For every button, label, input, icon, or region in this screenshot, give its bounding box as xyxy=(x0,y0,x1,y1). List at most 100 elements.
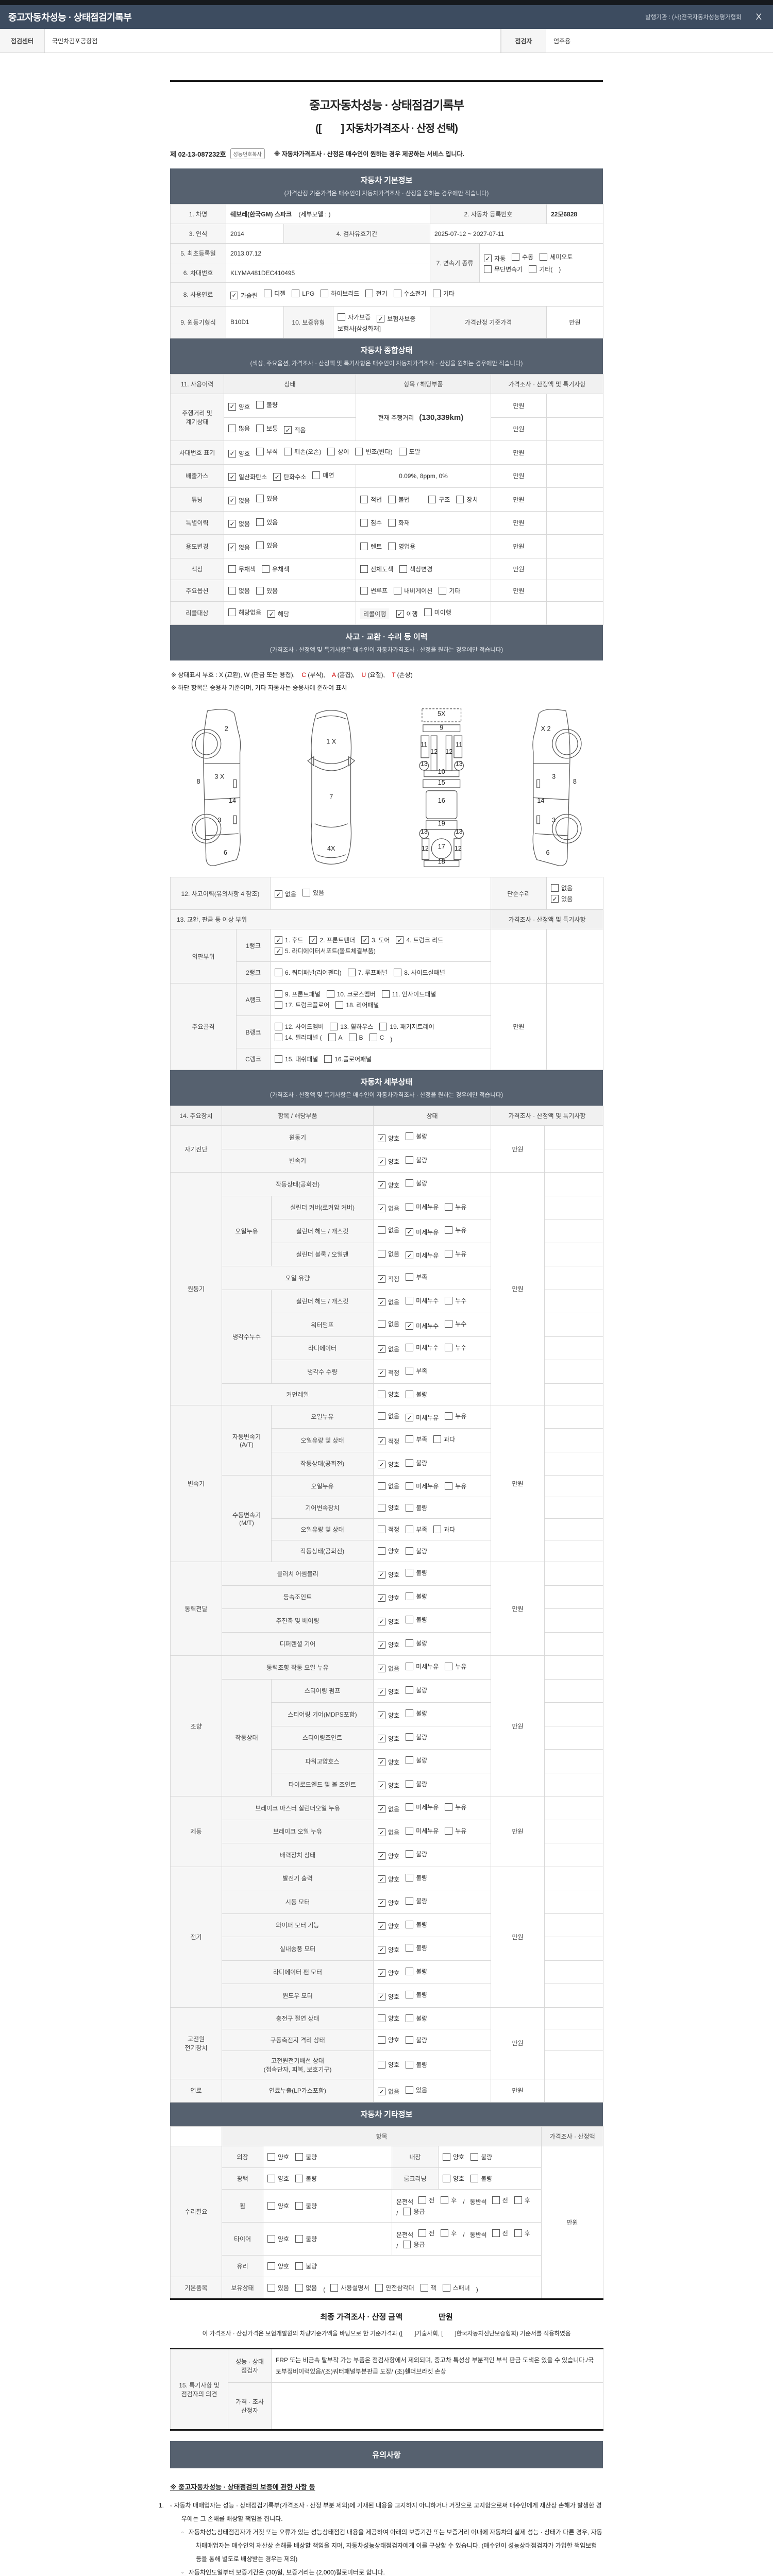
checkbox-option[interactable]: 양호 xyxy=(378,1134,399,1143)
unchecked-checkbox-icon[interactable] xyxy=(295,2175,304,2182)
checkbox-option[interactable]: 적정 xyxy=(378,1525,399,1534)
checkbox-option[interactable]: A xyxy=(328,1033,343,1041)
checked-checkbox-icon[interactable] xyxy=(228,473,236,481)
checkbox-option[interactable]: B xyxy=(348,1033,363,1041)
unchecked-checkbox-icon[interactable] xyxy=(433,1526,442,1533)
checkbox-option[interactable]: 양호 xyxy=(378,1852,399,1860)
checkbox-option[interactable]: 양호 xyxy=(443,2153,464,2161)
unchecked-checkbox-icon[interactable] xyxy=(378,1412,385,1420)
unchecked-checkbox-icon[interactable] xyxy=(445,1482,453,1490)
checkbox-option[interactable]: 없음 xyxy=(378,1805,399,1814)
checkbox-option[interactable]: 후 xyxy=(514,2229,530,2238)
year-value[interactable]: 2014 xyxy=(226,224,284,244)
checkbox-option[interactable]: 15. 대쉬패널 xyxy=(275,1055,318,1063)
checkbox-option[interactable]: 없음 xyxy=(378,1828,399,1837)
checkbox-option[interactable]: 후 xyxy=(441,2229,457,2238)
checkbox-option[interactable]: 불량 xyxy=(406,1686,427,1694)
checkbox-option[interactable]: 미세누수 xyxy=(406,1343,439,1352)
checkbox-option[interactable]: 불량 xyxy=(406,1709,427,1718)
unchecked-checkbox-icon[interactable] xyxy=(378,1249,385,1258)
checkbox-option[interactable]: 4. 트렁크 리드 xyxy=(396,936,443,944)
checked-checkbox-icon[interactable] xyxy=(378,1134,385,1142)
checkbox-option[interactable]: 불량 xyxy=(470,2153,492,2161)
checkbox-option[interactable]: 양호 xyxy=(378,1390,399,1399)
checkbox-option[interactable]: 구조 xyxy=(428,495,450,504)
checkbox-option[interactable]: 양호 xyxy=(267,2201,289,2210)
unchecked-checkbox-icon[interactable] xyxy=(295,2284,304,2292)
checked-checkbox-icon[interactable] xyxy=(406,1414,414,1421)
checkbox-option[interactable]: 양호 xyxy=(378,1734,399,1743)
checkbox-option[interactable]: 불량 xyxy=(406,1990,427,1999)
remarks-cell[interactable] xyxy=(544,1702,604,1726)
checkbox-option[interactable]: 11. 인사이드패널 xyxy=(381,990,436,998)
checkbox-option[interactable]: 불량 xyxy=(406,1943,427,1952)
inspection-period-value[interactable]: 2025-07-12 ~ 2027-07-11 xyxy=(430,224,603,244)
remarks-cell[interactable] xyxy=(544,1313,604,1337)
unchecked-checkbox-icon[interactable] xyxy=(378,2061,385,2069)
checkbox-option[interactable]: 누유 xyxy=(445,1803,466,1811)
checkbox-option[interactable]: 자가보증 xyxy=(338,313,371,321)
checkbox-option[interactable]: 있음 xyxy=(303,888,324,897)
unchecked-checkbox-icon[interactable] xyxy=(275,969,283,976)
checkbox-option[interactable]: 적정 xyxy=(378,1437,399,1446)
checked-checkbox-icon[interactable] xyxy=(275,947,283,955)
unchecked-checkbox-icon[interactable] xyxy=(406,1504,414,1512)
unchecked-checkbox-icon[interactable] xyxy=(348,1033,357,1041)
checkbox-option[interactable]: 무채색 xyxy=(228,565,256,573)
checkbox-option[interactable]: 불량 xyxy=(406,1873,427,1882)
checkbox-option[interactable]: 침수 xyxy=(360,518,382,527)
remarks-cell[interactable] xyxy=(544,1266,604,1290)
checkbox-option[interactable]: 사용설명서 xyxy=(330,2283,369,2292)
unchecked-checkbox-icon[interactable] xyxy=(360,565,368,573)
remarks-cell[interactable] xyxy=(544,1819,604,1843)
unchecked-checkbox-icon[interactable] xyxy=(365,290,374,297)
checkbox-option[interactable]: 잭 xyxy=(420,2283,436,2292)
checked-checkbox-icon[interactable] xyxy=(284,426,292,434)
checkbox-option[interactable]: 없음 xyxy=(378,1345,399,1353)
checkbox-option[interactable]: 화재 xyxy=(388,518,410,527)
remarks-cell[interactable] xyxy=(544,1960,604,1984)
unchecked-checkbox-icon[interactable] xyxy=(264,290,272,297)
unchecked-checkbox-icon[interactable] xyxy=(445,1663,453,1670)
checked-checkbox-icon[interactable] xyxy=(378,1711,385,1719)
remarks-cell[interactable] xyxy=(544,1242,604,1266)
unchecked-checkbox-icon[interactable] xyxy=(381,990,390,998)
checkbox-option[interactable]: 자동 xyxy=(484,254,506,263)
checkbox-option[interactable]: 19. 패키지트레이 xyxy=(379,1022,434,1031)
remarks-cell[interactable] xyxy=(544,1195,604,1219)
checkbox-option[interactable]: 보험사보증 xyxy=(377,314,415,323)
unchecked-checkbox-icon[interactable] xyxy=(388,519,396,527)
unchecked-checkbox-icon[interactable] xyxy=(406,1132,414,1140)
checkbox-option[interactable]: 무단변속기 xyxy=(484,265,523,274)
remarks-cell[interactable] xyxy=(544,1540,604,1562)
remarks-cell[interactable] xyxy=(544,1984,604,2008)
unchecked-checkbox-icon[interactable] xyxy=(403,2241,411,2248)
car-name-value[interactable]: 쉐보레(한국GM) 스파크 (세부모델 : ) xyxy=(226,204,430,224)
checkbox-option[interactable]: 불량 xyxy=(406,1896,427,1905)
checkbox-option[interactable]: 양호 xyxy=(378,2060,399,2069)
unchecked-checkbox-icon[interactable] xyxy=(256,586,264,595)
checkbox-option[interactable]: 9. 프론트패널 xyxy=(275,990,321,998)
unchecked-checkbox-icon[interactable] xyxy=(284,448,292,455)
unchecked-checkbox-icon[interactable] xyxy=(335,1001,344,1009)
checked-checkbox-icon[interactable] xyxy=(396,936,404,944)
checked-checkbox-icon[interactable] xyxy=(406,1228,414,1236)
unchecked-checkbox-icon[interactable] xyxy=(512,252,520,261)
unchecked-checkbox-icon[interactable] xyxy=(295,2235,304,2243)
base-price-won[interactable]: 만원 xyxy=(546,306,603,338)
remarks-cell[interactable] xyxy=(544,1632,604,1656)
unchecked-checkbox-icon[interactable] xyxy=(262,565,270,573)
remarks-cell[interactable] xyxy=(544,2007,604,2029)
checkbox-option[interactable]: 응급 xyxy=(403,2240,425,2249)
checked-checkbox-icon[interactable] xyxy=(378,1758,385,1766)
checkbox-option[interactable]: 누수 xyxy=(445,1296,466,1305)
remarks-cell[interactable] xyxy=(544,1866,604,1890)
checkbox-option[interactable]: 도말 xyxy=(398,447,421,456)
car-diagram-right-side[interactable]: X 2 8 3 14 3 6 xyxy=(515,705,590,870)
checked-checkbox-icon[interactable] xyxy=(378,1205,385,1212)
checkbox-option[interactable]: 없음 xyxy=(228,543,250,552)
unchecked-checkbox-icon[interactable] xyxy=(312,471,321,479)
checkbox-option[interactable]: 양호 xyxy=(378,1157,399,1166)
unchecked-checkbox-icon[interactable] xyxy=(275,1055,283,1063)
